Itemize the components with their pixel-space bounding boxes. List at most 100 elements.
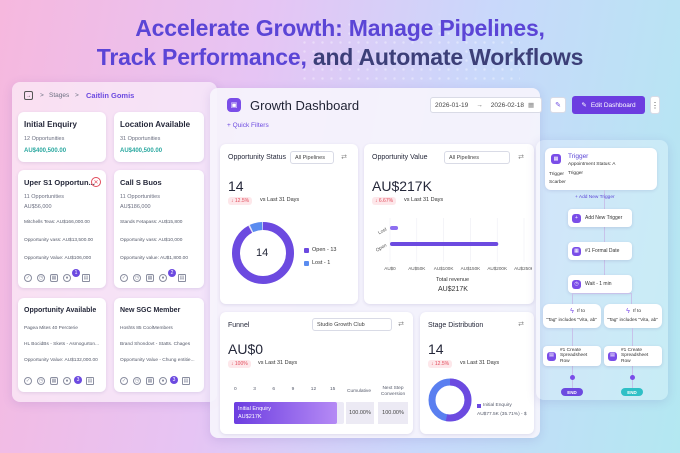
stage-column-location-available[interactable]: Location Available 31 Opportunities AU$4… xyxy=(114,112,204,162)
trigger-subtitle: Appointment Status: A xyxy=(568,162,616,167)
swap-icon[interactable]: ⇄ xyxy=(518,321,524,328)
widget-title: Stage Distribution xyxy=(428,322,484,329)
document-icon[interactable]: ▤ xyxy=(86,377,94,385)
cumulative-header: Cumulative xyxy=(347,389,371,394)
clock-icon[interactable]: ◷ xyxy=(133,274,141,282)
legend-swatch-open xyxy=(304,248,309,253)
add-new-trigger-node[interactable]: + Add New Trigger xyxy=(568,209,632,227)
opportunity-card[interactable]: Uper S1 Opportun... ✕ 11 Opportunities A… xyxy=(18,170,106,288)
if-else-branch-left[interactable]: ϟ If to "Tag" includes "Vita, ab" xyxy=(543,304,601,328)
pipeline-filter-select[interactable]: All Pipelines xyxy=(444,151,510,164)
trigger-value: Trigger xyxy=(568,171,584,176)
change-badge: ↓ 12.5% xyxy=(428,360,453,368)
funnel-tick-label: 12 xyxy=(310,387,317,392)
change-badge: ↓ 12.5% xyxy=(228,197,253,205)
pencil-icon[interactable]: ✎ xyxy=(550,97,566,113)
date-from[interactable]: 2026-01-19 xyxy=(435,101,469,109)
calendar-icon: ▦ xyxy=(528,102,535,109)
card-amount: AU$56,000 xyxy=(24,204,52,210)
spreadsheet-row-node-left[interactable]: ▤ #1 Create Spreadsheet Row xyxy=(543,346,601,366)
check-icon[interactable]: ✓ xyxy=(24,377,32,385)
opportunity-value-widget: Opportunity Value All Pipelines ⇄ AU$217… xyxy=(364,144,534,304)
widget-title: Funnel xyxy=(228,322,250,329)
message-icon[interactable]: ● xyxy=(159,274,167,282)
opportunity-card[interactable]: Call S Buos 11 Opportunities AU$186,000 … xyxy=(114,170,204,288)
change-badge: ↓ 100% xyxy=(228,360,251,368)
wait-node[interactable]: ◷ Wait - 1 min xyxy=(568,275,632,293)
total-revenue-value: AU$217K xyxy=(438,286,468,293)
message-icon[interactable]: ● xyxy=(63,274,71,282)
swap-icon[interactable]: ⇄ xyxy=(518,154,524,161)
branch-condition: "Tag" includes "Vita, ab" xyxy=(607,318,658,323)
spreadsheet-row-node-right[interactable]: ▤ #1 Create Spreadsheet Row xyxy=(604,346,662,366)
trigger-node[interactable]: ▦ Trigger Appointment Status: A Trigger … xyxy=(545,148,657,190)
clock-icon[interactable]: ◷ xyxy=(37,274,45,282)
legend-value: AU$77.5K (35.71%) - $ xyxy=(477,412,527,417)
funnel-filter-select[interactable]: Studio Growth Club xyxy=(312,318,392,331)
trigger-key-2: Scarber xyxy=(549,180,566,185)
connector-dot xyxy=(570,375,575,380)
back-icon[interactable]: → xyxy=(24,91,33,100)
edit-dashboard-button[interactable]: ✎ Edit Dashboard xyxy=(572,96,645,114)
arrow-right-icon: → xyxy=(476,101,483,109)
swap-icon[interactable]: ⇄ xyxy=(341,154,347,161)
card-line: Stands Fetapass: AU$15,800 xyxy=(120,220,183,225)
dashboard-logo-icon: ▣ xyxy=(227,98,241,112)
legend-swatch xyxy=(477,404,481,408)
card-title: New SGC Member xyxy=(120,307,181,314)
legend-open: Open - 13 xyxy=(312,247,337,253)
headline-line-2-rest: and Automate Workflows xyxy=(306,44,584,70)
opportunity-card[interactable]: Opportunity Available Pagea Mites 40 Per… xyxy=(18,298,106,392)
comparison-text: vs Last 31 Days xyxy=(404,197,444,203)
trigger-title: Trigger xyxy=(568,153,589,160)
document-icon[interactable]: ▤ xyxy=(178,274,186,282)
add-new-trigger-link[interactable]: + Add New Trigger xyxy=(575,195,615,200)
stage-amount: AU$400,500.00 xyxy=(24,148,67,154)
check-icon[interactable]: ✓ xyxy=(120,274,128,282)
check-icon[interactable]: ✓ xyxy=(24,274,32,282)
edit-dashboard-label: Edit Dashboard xyxy=(590,101,636,109)
stage-column-initial-enquiry[interactable]: Initial Enquiry 12 Opportunities AU$400,… xyxy=(18,112,106,162)
breadcrumb-user[interactable]: Caitlin Gomis xyxy=(86,91,135,100)
clock-icon[interactable]: ◷ xyxy=(133,377,141,385)
branch-connector xyxy=(572,293,632,305)
notification-badge: 3 xyxy=(170,376,178,384)
format-date-node[interactable]: ▦ #1 Formal Date xyxy=(568,242,632,260)
message-icon[interactable]: ● xyxy=(63,377,71,385)
x-tick-label: AU$150K xyxy=(461,266,482,271)
date-to[interactable]: 2026-02-18 xyxy=(490,101,524,109)
calendar-icon[interactable]: ▦ xyxy=(50,377,58,385)
calendar-icon[interactable]: ▦ xyxy=(146,377,154,385)
calendar-icon[interactable]: ▦ xyxy=(50,274,58,282)
breadcrumb-stages[interactable]: Stages xyxy=(49,92,70,99)
document-icon[interactable]: ▤ xyxy=(82,274,90,282)
funnel-bar-initial-enquiry[interactable]: Initial Enquiry AU$217K xyxy=(234,402,337,424)
lightning-icon: ϟ xyxy=(626,307,630,315)
close-icon[interactable]: ✕ xyxy=(91,177,101,187)
y-tick-label: Open xyxy=(375,242,388,253)
more-options-icon[interactable]: ⋮ xyxy=(650,96,660,114)
opportunity-card[interactable]: New SGC Member Hoshts 85 CoolMembers Bra… xyxy=(114,298,204,392)
card-line: Brand Shondovt - Statts. Chages xyxy=(120,342,191,347)
quick-filters-link[interactable]: + Quick Filters xyxy=(227,122,269,129)
card-line: HL BocidBs - Skets - Asmogurton... xyxy=(24,342,100,347)
funnel-tick-label: 6 xyxy=(272,387,276,392)
clock-icon[interactable]: ◷ xyxy=(37,377,45,385)
calendar-icon[interactable]: ▦ xyxy=(146,274,154,282)
pipeline-filter-select[interactable]: All Pipelines xyxy=(290,151,334,164)
swap-icon[interactable]: ⇄ xyxy=(398,321,404,328)
hero-headline: Accelerate Growth: Manage Pipelines, Tra… xyxy=(0,14,680,72)
document-icon[interactable]: ▤ xyxy=(182,377,190,385)
check-icon[interactable]: ✓ xyxy=(120,377,128,385)
date-range-picker[interactable]: 2026-01-19 → 2026-02-18 ▦ xyxy=(430,97,542,113)
funnel-bar-amount: AU$217K xyxy=(238,414,262,420)
funnel-widget: Funnel Studio Growth Club ⇄ AU$0 ↓ 100% … xyxy=(220,312,413,434)
funnel-tick-label: 9 xyxy=(291,387,295,392)
status-donut-chart xyxy=(232,222,294,284)
message-icon[interactable]: ● xyxy=(159,377,167,385)
node-label: #1 Formal Date xyxy=(585,248,620,254)
funnel-bar-label: Initial Enquiry xyxy=(238,406,272,412)
headline-line-1: Accelerate Growth: Manage Pipelines, xyxy=(135,15,545,41)
x-tick-label: AU$250K xyxy=(514,266,532,271)
if-else-branch-right[interactable]: ϟ If to "Tag" includes "Vita, ab" xyxy=(604,304,662,328)
